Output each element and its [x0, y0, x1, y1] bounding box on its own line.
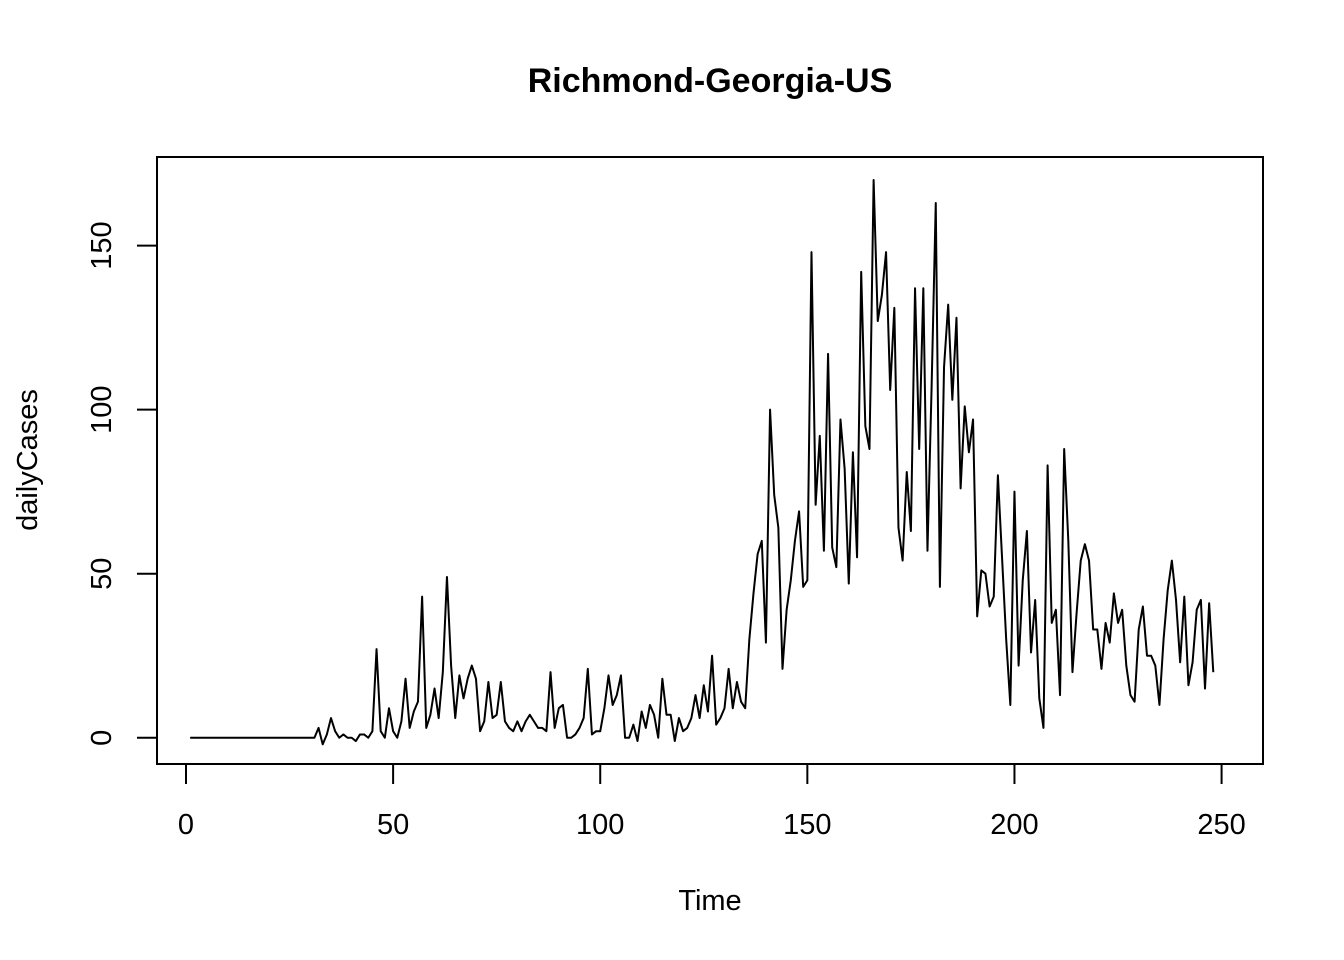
- y-tick-label: 50: [86, 558, 118, 590]
- x-tick-label: 150: [783, 809, 831, 841]
- x-tick-label: 250: [1197, 809, 1245, 841]
- x-axis-label: Time: [678, 885, 741, 917]
- y-axis-label: dailyCases: [12, 389, 44, 531]
- x-tick-label: 200: [990, 809, 1038, 841]
- x-axis: 0 50 100 150 200 250: [178, 763, 1246, 841]
- x-tick-label: 50: [377, 809, 409, 841]
- x-tick-label: 0: [178, 809, 194, 841]
- chart-title: Richmond-Georgia-US: [528, 62, 893, 100]
- y-tick-label: 100: [86, 385, 118, 433]
- series-line-daily-cases: [190, 178, 1215, 746]
- y-axis: 0 50 100 150: [86, 221, 158, 746]
- y-tick-label: 150: [86, 221, 118, 269]
- y-tick-label: 0: [86, 730, 118, 746]
- x-tick-label: 100: [576, 809, 624, 841]
